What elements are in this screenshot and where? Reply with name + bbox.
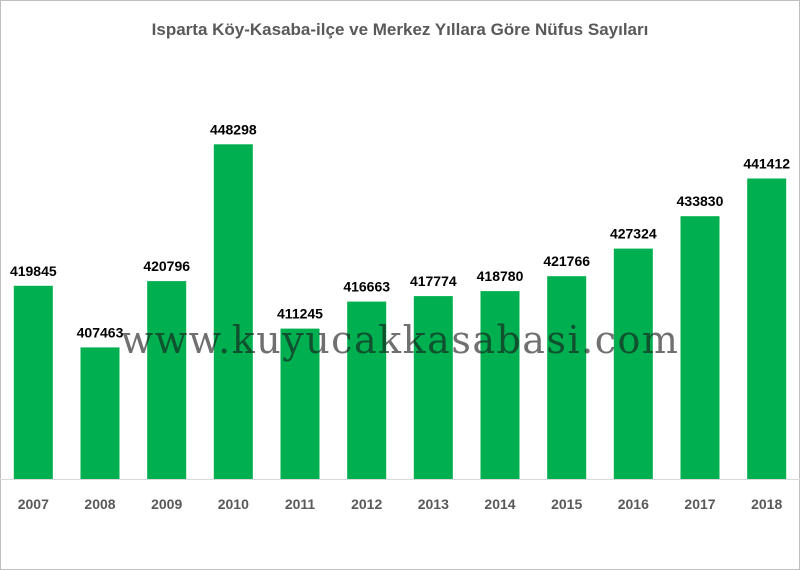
chart-title: Isparta Köy-Kasaba-ilçe ve Merkez Yıllar… — [151, 20, 649, 39]
data-label-2010: 448298 — [210, 121, 257, 137]
x-tick-label-2013: 2013 — [418, 496, 449, 512]
x-tick-label-2012: 2012 — [351, 496, 382, 512]
x-tick-label-2014: 2014 — [484, 496, 515, 512]
x-tick-label-2018: 2018 — [751, 496, 782, 512]
data-label-2007: 419845 — [10, 263, 57, 279]
bar-2011 — [280, 328, 320, 479]
x-tick-label-2008: 2008 — [84, 496, 115, 512]
bar-2010 — [213, 144, 253, 480]
data-label-2012: 416663 — [343, 279, 390, 295]
bar-2008 — [80, 347, 120, 479]
data-label-2018: 441412 — [743, 156, 790, 172]
data-label-2016: 427324 — [610, 226, 657, 242]
bar-2012 — [347, 301, 387, 479]
bar-2017 — [680, 216, 720, 479]
x-tick-label-2011: 2011 — [285, 496, 316, 512]
bar-2016 — [613, 248, 653, 479]
watermark-text: www.kuyucakkasabasi.com — [120, 318, 680, 362]
data-label-2011: 411245 — [277, 306, 323, 322]
data-label-2014: 418780 — [477, 268, 524, 284]
x-tick-label-2016: 2016 — [618, 496, 649, 512]
x-tick-label-2007: 2007 — [18, 496, 49, 512]
bar-2009 — [147, 281, 187, 479]
bar-2018 — [747, 178, 787, 479]
data-label-2008: 407463 — [77, 324, 124, 340]
bar-2013 — [413, 296, 453, 479]
x-tick-label-2015: 2015 — [551, 496, 582, 512]
bar-2014 — [480, 291, 520, 479]
data-label-2015: 421766 — [543, 253, 590, 269]
x-tick-label-2017: 2017 — [684, 496, 715, 512]
bar-2015 — [547, 276, 587, 479]
x-tick-label-2009: 2009 — [151, 496, 182, 512]
data-label-2013: 417774 — [410, 273, 457, 289]
data-label-2017: 433830 — [677, 193, 724, 209]
bar-2007 — [13, 285, 53, 479]
data-label-2009: 420796 — [143, 258, 190, 274]
x-tick-label-2010: 2010 — [218, 496, 249, 512]
